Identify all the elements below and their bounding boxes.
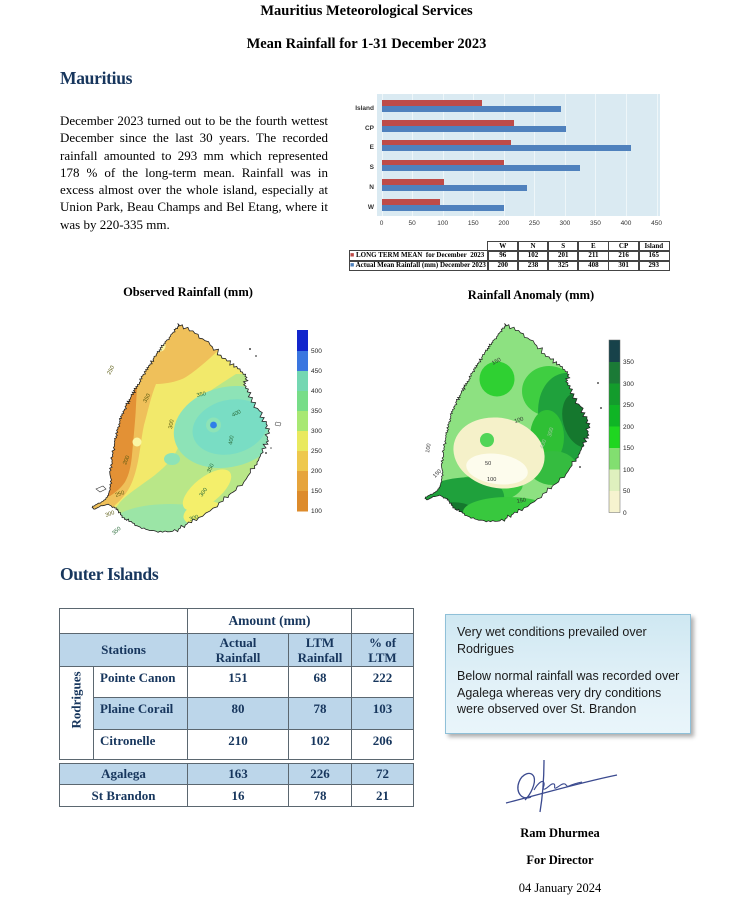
svg-text:100: 100 [623,467,634,474]
svg-text:300: 300 [168,419,176,429]
svg-text:300: 300 [623,381,634,388]
svg-text:350: 350 [142,393,152,404]
svg-text:350: 350 [111,526,122,537]
svg-text:350: 350 [311,408,322,415]
svg-text:400: 400 [231,409,242,419]
svg-text:200: 200 [311,468,322,475]
svg-text:500: 500 [311,348,322,355]
svg-text:100: 100 [311,508,322,515]
svg-text:350: 350 [623,359,634,366]
svg-text:300: 300 [189,514,200,523]
svg-text:300: 300 [105,510,116,519]
svg-text:250: 250 [311,448,322,455]
svg-text:400: 400 [539,439,548,450]
svg-text:350: 350 [206,463,215,474]
svg-text:100: 100 [425,443,433,453]
svg-text:350: 350 [196,391,206,399]
svg-text:300: 300 [547,427,555,438]
svg-text:250: 250 [106,365,116,376]
svg-text:0: 0 [623,510,627,517]
svg-text:250: 250 [623,402,634,409]
svg-text:300: 300 [311,428,322,435]
svg-text:50: 50 [485,461,491,467]
svg-text:150: 150 [432,469,443,480]
svg-text:400: 400 [228,435,236,445]
svg-text:200: 200 [122,455,131,466]
svg-text:250: 250 [115,490,126,499]
svg-text:450: 450 [311,368,322,375]
svg-text:150: 150 [311,488,322,495]
svg-text:400: 400 [311,388,322,395]
svg-text:100: 100 [514,416,525,425]
svg-text:50: 50 [623,488,631,495]
svg-text:200: 200 [623,424,634,431]
svg-text:150: 150 [491,357,502,367]
svg-text:300: 300 [199,487,209,498]
svg-text:150: 150 [516,497,526,505]
svg-text:150: 150 [623,445,634,452]
svg-text:100: 100 [487,477,496,483]
